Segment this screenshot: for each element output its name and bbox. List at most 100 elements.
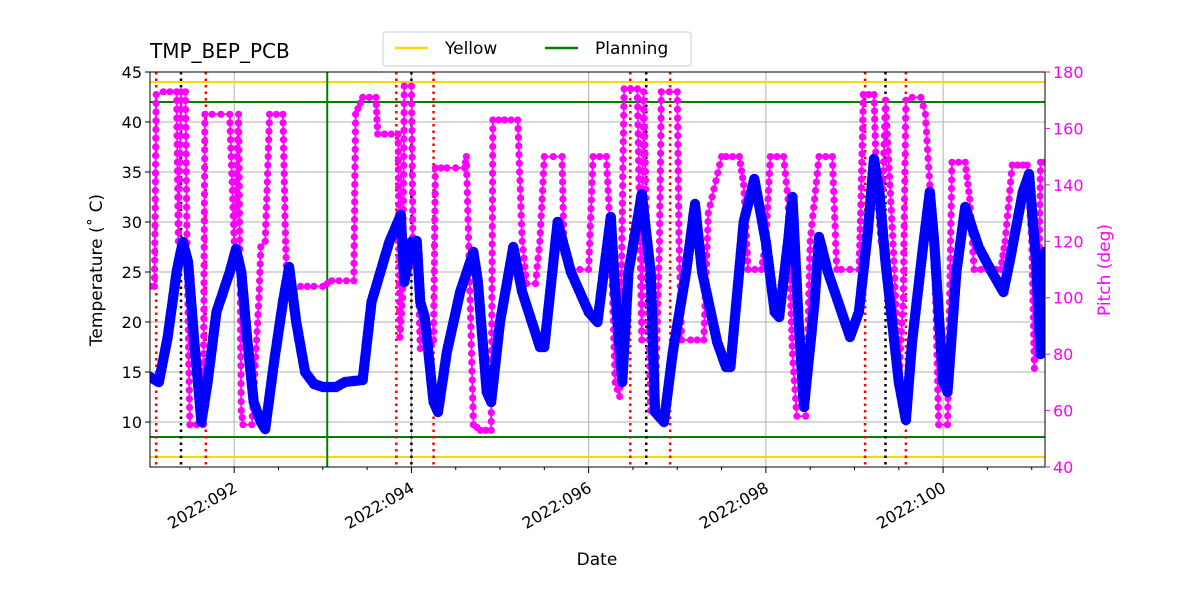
pitch-point [586,239,594,248]
y-tick-label-right: 80 [1053,345,1073,364]
pitch-point [201,155,209,163]
pitch-point [656,176,664,184]
pitch-point [182,123,190,131]
pitch-point [857,184,865,192]
pitch-point [675,211,683,219]
pitch-point [235,182,243,190]
pitch-point [901,177,909,185]
pitch-point [350,233,358,241]
pitch-point [394,165,402,173]
pitch-point [252,344,260,353]
pitch-point [407,91,416,99]
pitch-point [744,265,752,274]
pitch-point [627,85,635,93]
pitch-point [540,153,548,161]
pitch-point [536,229,544,237]
x-tick-label: 2022:100 [873,478,949,533]
pitch-point [373,123,381,131]
pitch-point [947,228,955,236]
pitch-point [655,264,663,272]
pitch-point [256,251,265,259]
pitch-point [640,105,648,114]
pitch-point [217,110,225,118]
pitch-point [964,180,972,188]
pitch-point [152,160,160,168]
pitch-point [176,158,184,166]
pitch-point [884,147,892,155]
pitch-point [588,187,596,195]
pitch-point [265,119,273,127]
pitch-point [400,153,408,161]
legend-label-planning: Planning [595,39,668,59]
pitch-point [152,108,160,116]
pitch-point [618,208,626,216]
x-tick-label: 2022:094 [342,478,418,533]
pitch-point [255,294,263,302]
pitch-point [703,234,712,243]
pitch-point [700,328,708,336]
pitch-point [351,189,359,197]
pitch-point [374,130,382,138]
pitch-point [657,114,665,122]
pitch-point [856,225,864,233]
pitch-point [1007,178,1015,186]
pitch-point [908,93,916,101]
pitch-point [891,274,899,282]
pitch-point [934,394,942,403]
pitch-point [182,150,190,158]
pitch-point [488,240,496,248]
pitch-point [714,169,722,177]
pitch-point [618,261,626,269]
pitch-point [901,141,909,149]
pitch-point [773,153,781,161]
pitch-point [200,350,208,358]
pitch-point [900,231,908,239]
pitch-point [1003,212,1012,220]
pitch-point [372,101,380,109]
pitch-point [431,181,439,189]
pitch-point [237,398,245,406]
pitch-point [673,105,682,113]
pitch-point [1000,244,1008,252]
pitch-point [963,173,971,181]
pitch-point [962,166,970,174]
pitch-point [516,168,524,176]
pitch-point [898,311,906,319]
pitch-point [208,110,216,118]
pitch-point [282,253,290,261]
pitch-point [151,247,159,256]
pitch-point [806,255,814,263]
pitch-point [265,127,273,135]
pitch-point [618,199,627,207]
pitch-point [396,325,404,333]
pitch-point [902,105,910,113]
pitch-point [885,155,893,164]
pitch-point [588,179,596,187]
pitch-point [674,184,683,193]
pitch-point [226,119,234,127]
pitch-point [185,369,193,377]
pitch-point [788,326,796,334]
pitch-point [655,273,663,281]
pitch-point [200,314,208,322]
pitch-point [789,359,797,367]
pitch-point [437,164,445,172]
pitch-point [857,175,866,183]
pitch-point [200,323,208,331]
pitch-point [633,85,642,93]
pitch-point [965,188,973,196]
pitch-point [870,99,878,107]
pitch-point [151,230,159,238]
pitch-point [487,409,495,417]
pitch-point [708,193,716,201]
pitch-point [890,265,899,274]
pitch-point [281,229,289,237]
pitch-point [468,358,476,366]
pitch-point [235,200,243,208]
pitch-point [416,344,424,353]
pitch-point [176,149,184,157]
pitch-point [640,114,648,122]
pitch-point [238,414,246,422]
pitch-point [831,231,840,239]
pitch-point [792,403,800,411]
